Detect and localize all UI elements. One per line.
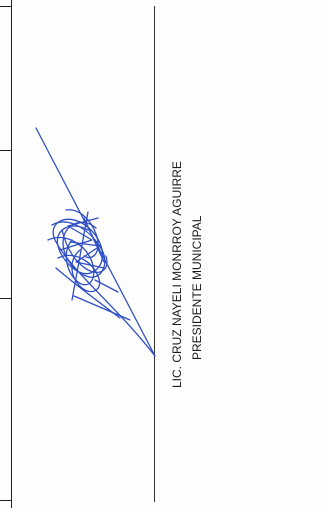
table-cell-divider [0, 500, 12, 501]
signer-title: PRESIDENTE MUNICIPAL [190, 215, 204, 360]
table-cell-divider [0, 6, 12, 7]
table-cell-divider [0, 150, 12, 151]
signer-name: LIC. CRUZ NAYELI MONRROY AGUIRRE [170, 161, 184, 388]
signer-caption: LIC. CRUZ NAYELI MONRROY AGUIRRE PRESIDE… [168, 0, 212, 508]
signature-line [154, 6, 155, 502]
table-cell-divider [0, 298, 12, 299]
table-edge [0, 0, 12, 508]
